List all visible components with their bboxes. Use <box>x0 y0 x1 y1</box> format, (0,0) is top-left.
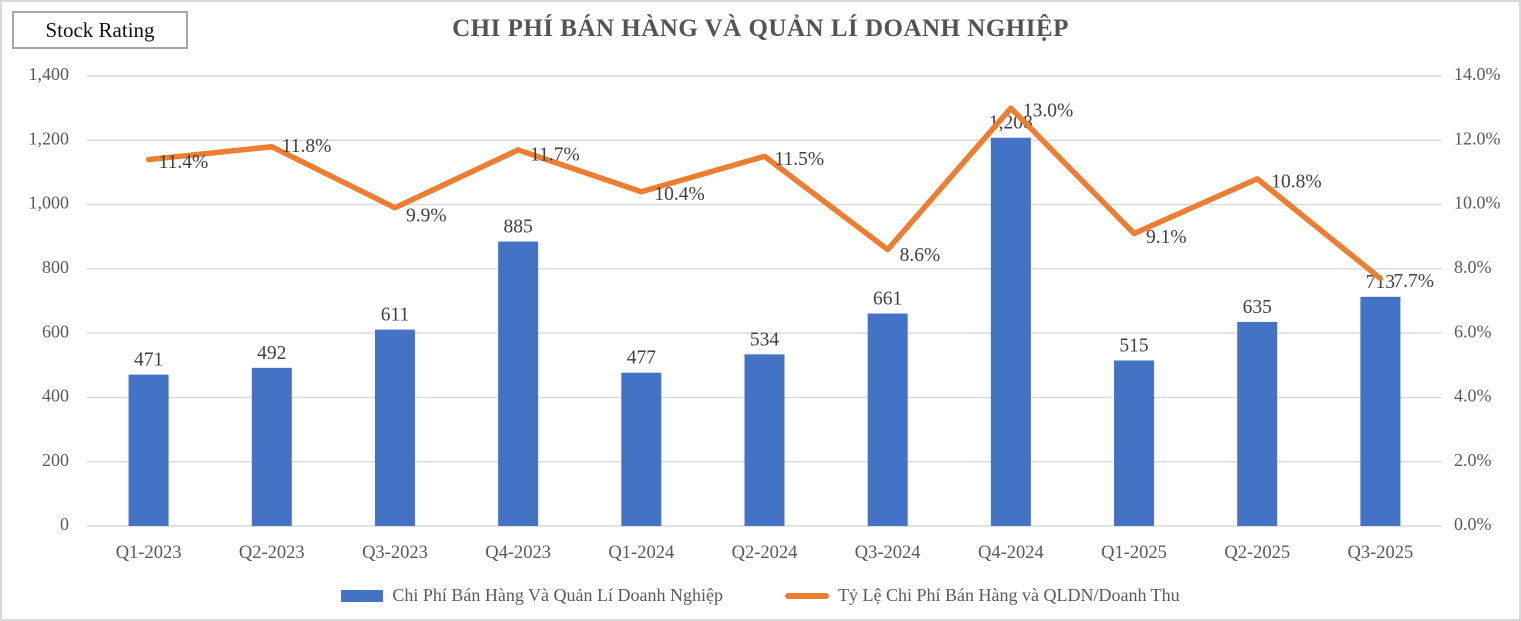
expense-bar[interactable] <box>744 354 785 526</box>
line-value-label: 11.7% <box>530 144 580 165</box>
line-value-label: 8.6% <box>900 245 941 266</box>
line-value-label: 13.0% <box>1023 101 1073 122</box>
x-axis-category-label: Q2-2024 <box>732 543 798 563</box>
x-axis-category-label: Q4-2024 <box>978 543 1044 563</box>
line-value-label: 11.4% <box>159 152 209 173</box>
bar-value-label: 471 <box>134 350 163 371</box>
right-axis-tick-label: 0.0% <box>1454 514 1492 534</box>
left-axis-tick-label: 1,400 <box>29 64 70 84</box>
bar-value-label: 515 <box>1119 335 1148 356</box>
right-axis-tick-label: 10.0% <box>1454 193 1501 213</box>
ratio-line[interactable] <box>145 105 1384 282</box>
right-axis-tick-label: 8.0% <box>1454 257 1492 277</box>
left-axis-tick-label: 0 <box>60 514 69 534</box>
expense-bar[interactable] <box>374 329 415 526</box>
bar-value-label: 635 <box>1243 297 1272 318</box>
bar-series-legend-label: Chi Phí Bán Hàng Và Quản Lí Doanh Nghiệp <box>392 585 723 605</box>
left-axis-tick-label: 400 <box>42 386 69 406</box>
line-value-label: 10.4% <box>654 184 704 205</box>
right-axis-tick-label: 4.0% <box>1454 386 1492 406</box>
line-series-legend-label: Tỷ Lệ Chi Phí Bán Hàng và QLDN/Doanh Thu <box>838 585 1180 605</box>
line-series-swatch-icon <box>785 592 829 599</box>
legend: Chi Phí Bán Hàng Và Quản Lí Doanh Nghiệp… <box>2 585 1519 606</box>
chart-title: CHI PHÍ BÁN HÀNG VÀ QUẢN LÍ DOANH NGHIỆP <box>452 15 1069 42</box>
line-value-label: 11.8% <box>282 136 332 157</box>
bar-value-label: 885 <box>504 217 533 238</box>
expense-bar[interactable] <box>251 367 292 526</box>
stock-rating-badge: Stock Rating <box>12 11 188 49</box>
expense-bar[interactable] <box>498 241 539 527</box>
expense-bar[interactable] <box>1114 360 1155 526</box>
line-value-label: 10.8% <box>1271 171 1321 192</box>
right-axis-tick-label: 12.0% <box>1454 128 1501 148</box>
left-axis-tick-label: 200 <box>42 450 69 470</box>
left-axis-tick-label: 600 <box>42 321 69 341</box>
expense-bar[interactable] <box>1360 296 1401 526</box>
bar-value-label: 661 <box>873 289 902 310</box>
bar-value-label: 534 <box>750 329 780 350</box>
bar-value-label: 477 <box>627 348 657 369</box>
x-axis-category-label: Q4-2023 <box>485 543 551 563</box>
expense-bar[interactable] <box>1237 321 1278 526</box>
legend-item-bar-series[interactable]: Chi Phí Bán Hàng Và Quản Lí Doanh Nghiệp <box>341 585 723 606</box>
x-axis-category-label: Q1-2024 <box>608 543 674 563</box>
x-axis-category-label: Q1-2023 <box>116 543 182 563</box>
stock-rating-label: Stock Rating <box>45 17 155 42</box>
x-axis-category-label: Q1-2025 <box>1101 543 1167 563</box>
bar-value-label: 611 <box>381 305 410 326</box>
x-axis-category-label: Q3-2023 <box>362 543 428 563</box>
expense-bar[interactable] <box>990 137 1031 526</box>
line-value-label: 9.1% <box>1146 227 1187 248</box>
bar-series-swatch-icon <box>341 589 384 602</box>
bar-value-label: 492 <box>257 343 286 364</box>
x-axis-category-label: Q2-2023 <box>239 543 305 563</box>
right-axis-tick-label: 6.0% <box>1454 321 1492 341</box>
expense-bar[interactable] <box>621 372 662 526</box>
legend-item-line-series[interactable]: Tỷ Lệ Chi Phí Bán Hàng và QLDN/Doanh Thu <box>785 585 1180 606</box>
left-axis-tick-label: 1,000 <box>29 193 70 213</box>
left-axis-tick-label: 800 <box>42 257 69 277</box>
line-value-label: 9.9% <box>406 205 447 226</box>
right-axis-tick-label: 2.0% <box>1454 450 1492 470</box>
x-axis-category-label: Q2-2025 <box>1224 543 1290 563</box>
x-axis-category-label: Q3-2025 <box>1348 543 1414 563</box>
bar-value-label: 713 <box>1366 272 1395 293</box>
x-axis-category-label: Q3-2024 <box>855 543 921 563</box>
right-axis-tick-label: 14.0% <box>1454 64 1501 84</box>
left-axis-tick-label: 1,200 <box>29 128 70 148</box>
line-value-label: 7.7% <box>1393 271 1434 292</box>
line-value-label: 11.5% <box>775 149 825 170</box>
expense-bar[interactable] <box>867 313 908 526</box>
expense-bar[interactable] <box>128 374 169 526</box>
